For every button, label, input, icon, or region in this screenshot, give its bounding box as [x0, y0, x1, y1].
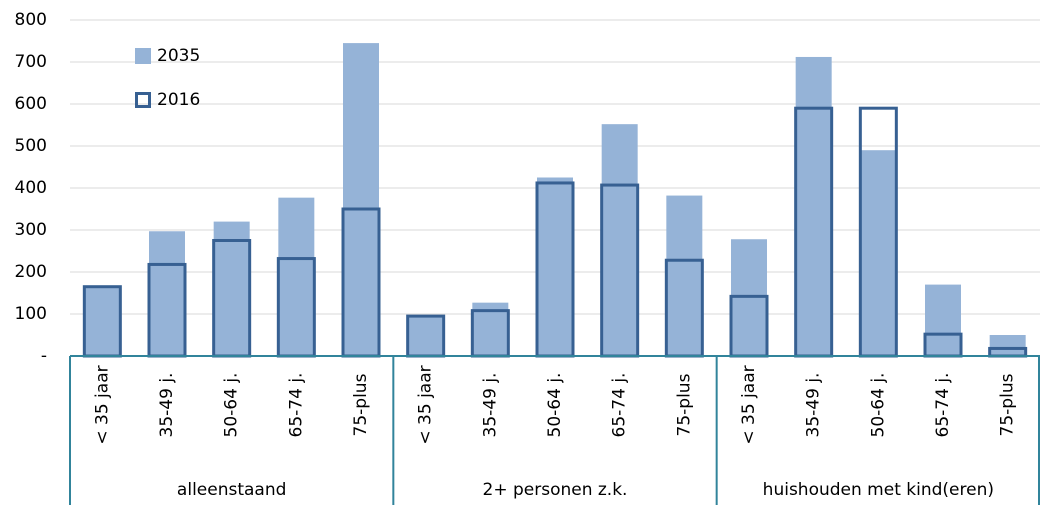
legend-label: 2016	[157, 90, 200, 110]
y-tick-label: 200	[15, 262, 47, 282]
legend-swatch	[135, 48, 151, 64]
bar	[278, 197, 315, 356]
group-label: huishouden met kind(eren)	[763, 480, 994, 500]
x-tick-label: 65-74 j.	[933, 373, 953, 438]
y-tick-label: 500	[15, 136, 47, 156]
x-tick-label: 75-plus	[998, 373, 1018, 436]
x-tick-label: 35-49 j.	[804, 373, 824, 438]
bar	[925, 284, 961, 356]
y-tick-label: -	[41, 346, 47, 366]
x-tick-label: 75-plus	[674, 373, 694, 436]
bar	[213, 221, 250, 356]
bar	[537, 177, 573, 356]
x-tick-label: 50-64 j.	[868, 373, 888, 438]
y-tick-label: 300	[15, 220, 47, 240]
y-tick-label: 600	[15, 94, 47, 114]
x-tick-label: < 35 jaar	[416, 365, 436, 444]
bar	[989, 335, 1026, 356]
x-tick-label: 65-74 j.	[610, 373, 630, 438]
x-tick-label: 35-49 j.	[157, 373, 177, 438]
legend-swatch	[135, 92, 151, 108]
bar	[666, 195, 703, 356]
bar	[407, 317, 444, 356]
x-tick-label: 65-74 j.	[286, 373, 306, 438]
group-label: 2+ personen z.k.	[483, 480, 628, 500]
bar	[343, 43, 379, 356]
y-tick-label: 800	[15, 10, 47, 30]
x-tick-label: 75-plus	[351, 373, 371, 436]
y-tick-label: 700	[15, 52, 47, 72]
y-tick-label: 100	[15, 304, 47, 324]
x-tick-label: 50-64 j.	[545, 373, 565, 438]
legend-label: 2035	[157, 46, 200, 66]
bar	[84, 287, 121, 356]
x-tick-label: 35-49 j.	[480, 373, 500, 438]
x-tick-label: 50-64 j.	[222, 373, 242, 438]
y-tick-label: 400	[15, 178, 47, 198]
bar	[601, 124, 638, 356]
bar	[860, 150, 897, 356]
bar	[795, 56, 832, 357]
x-tick-label: < 35 jaar	[739, 365, 759, 444]
bar	[149, 231, 185, 356]
group-label: alleenstaand	[177, 480, 286, 500]
x-tick-label: < 35 jaar	[92, 365, 112, 444]
